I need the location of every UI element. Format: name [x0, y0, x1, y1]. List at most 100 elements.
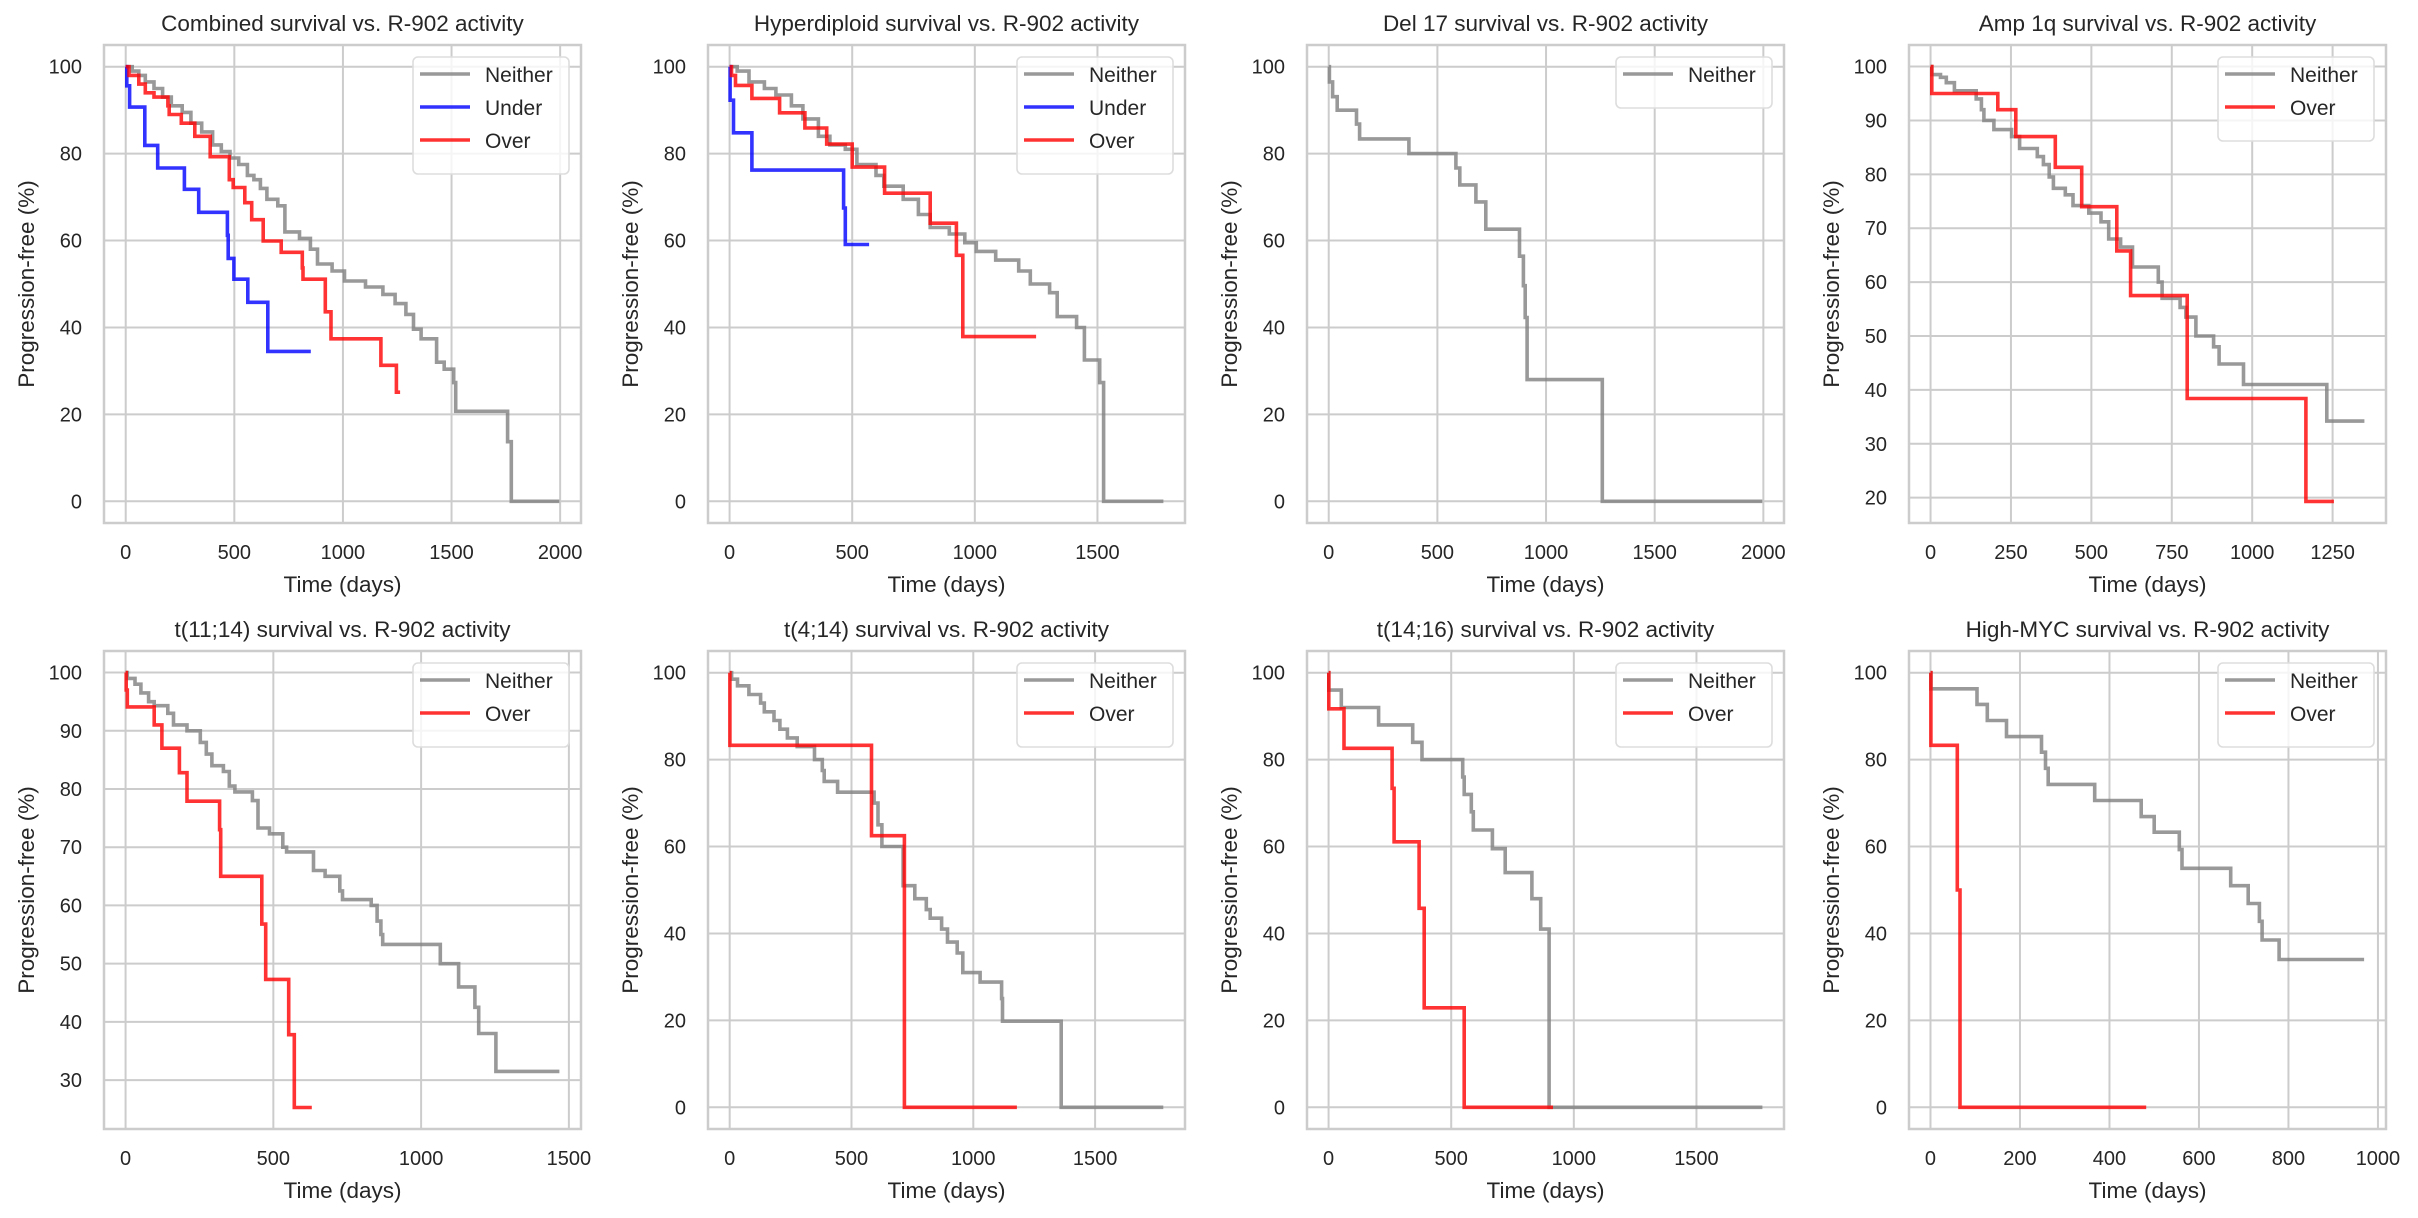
km-curve-over [1930, 64, 2334, 504]
x-axis-label: Time (days) [2089, 572, 2207, 597]
legend-box [2217, 662, 2375, 748]
x-tick-label: 400 [2093, 1148, 2126, 1170]
y-axis-label: Progression-free (%) [14, 180, 39, 388]
legend: Neither Under Over [1016, 56, 1174, 175]
legend: Neither Under Over [412, 56, 570, 175]
legend-box [412, 662, 570, 748]
x-tick-label: 500 [1435, 1148, 1468, 1170]
y-tick-label: 40 [60, 317, 82, 339]
y-tick-label: 100 [49, 663, 82, 685]
y-tick-label: 80 [664, 144, 686, 166]
y-tick-label: 80 [60, 144, 82, 166]
legend-label: Over [485, 130, 531, 153]
y-tick-label: 90 [1865, 110, 1887, 132]
legend-label: Over [485, 703, 531, 726]
y-tick-label: 100 [1854, 663, 1887, 685]
y-tick-label: 70 [1865, 218, 1887, 240]
legend-label: Neither [485, 64, 553, 87]
legend-box [412, 56, 570, 175]
x-tick-label: 200 [2003, 1148, 2036, 1170]
x-tick-label: 1000 [953, 542, 998, 564]
km-curve-over [729, 64, 1037, 339]
y-tick-label: 20 [1865, 1010, 1887, 1032]
y-tick-label: 20 [60, 404, 82, 426]
x-tick-label: 0 [1925, 542, 1936, 564]
legend: Neither [1615, 56, 1773, 109]
y-tick-label: 20 [664, 1010, 686, 1032]
legend-label: Over [1089, 703, 1135, 726]
km-curve-neither [729, 64, 1164, 504]
axes-frame [102, 43, 583, 525]
legend-box [2217, 56, 2375, 142]
x-tick-label: 600 [2182, 1148, 2215, 1170]
chart-title: Combined survival vs. R-902 activity [161, 11, 524, 36]
x-tick-label: 500 [836, 542, 869, 564]
x-tick-label: 1000 [1524, 542, 1569, 564]
gridlines [104, 651, 581, 1129]
x-tick-label: 500 [2075, 542, 2108, 564]
y-tick-label: 0 [675, 491, 686, 513]
km-curve-under [125, 64, 311, 354]
axes-frame [706, 649, 1187, 1131]
chart-panel: t(4;14) survival vs. R-902 activity 0 500 1… [618, 617, 1187, 1203]
legend-label: Over [2290, 703, 2336, 726]
y-tick-label: 80 [60, 779, 82, 801]
km-curve-over [125, 64, 401, 394]
x-tick-label: 1000 [2230, 542, 2275, 564]
chart-title: Hyperdiploid survival vs. R-902 activity [754, 11, 1140, 36]
x-tick-label: 500 [257, 1148, 290, 1170]
y-axis-label: Progression-free (%) [618, 180, 643, 388]
y-tick-label: 20 [1865, 488, 1887, 510]
y-tick-label: 60 [1263, 837, 1285, 859]
y-axis-label: Progression-free (%) [1217, 786, 1242, 994]
x-tick-label: 2000 [538, 542, 583, 564]
y-tick-label: 60 [60, 231, 82, 253]
x-tick-label: 500 [835, 1148, 868, 1170]
x-tick-label: 500 [1421, 542, 1454, 564]
y-tick-label: 0 [1876, 1097, 1887, 1119]
y-tick-label: 0 [71, 491, 82, 513]
km-curve-neither [1327, 670, 1763, 1110]
y-tick-label: 60 [664, 837, 686, 859]
y-tick-label: 50 [60, 954, 82, 976]
chart-title: t(11;14) survival vs. R-902 activity [175, 617, 512, 642]
y-tick-label: 40 [1263, 317, 1285, 339]
y-tick-label: 40 [1865, 923, 1887, 945]
y-tick-label: 20 [1263, 1010, 1285, 1032]
legend-label: Neither [1688, 670, 1756, 693]
y-tick-label: 0 [1274, 1097, 1285, 1119]
axes-frame [1305, 649, 1786, 1131]
x-axis-label: Time (days) [2089, 1178, 2207, 1203]
gridlines [1307, 45, 1784, 523]
y-tick-label: 60 [664, 231, 686, 253]
x-tick-label: 0 [1925, 1148, 1936, 1170]
legend-label: Neither [1688, 64, 1756, 87]
chart-panel: t(11;14) survival vs. R-902 activity 0 500… [14, 617, 591, 1203]
km-curve-neither [125, 64, 560, 504]
legend-label: Neither [1089, 670, 1157, 693]
y-tick-label: 80 [1865, 164, 1887, 186]
x-tick-label: 1500 [1075, 542, 1120, 564]
x-tick-label: 0 [120, 542, 131, 564]
km-curve-neither [125, 670, 560, 1074]
y-tick-label: 80 [664, 750, 686, 772]
y-tick-label: 60 [1865, 272, 1887, 294]
legend-label: Under [485, 97, 542, 120]
x-axis-label: Time (days) [284, 572, 402, 597]
y-axis-label: Progression-free (%) [1819, 786, 1844, 994]
km-curve-over [124, 670, 312, 1110]
x-axis-label: Time (days) [1487, 1178, 1605, 1203]
legend-label: Neither [1089, 64, 1157, 87]
y-tick-label: 100 [1252, 663, 1285, 685]
legend: Neither Over [2217, 662, 2375, 748]
y-tick-label: 100 [1854, 57, 1887, 79]
km-curve-under [728, 64, 870, 247]
x-tick-label: 0 [1323, 1148, 1334, 1170]
y-axis-label: Progression-free (%) [14, 786, 39, 994]
y-tick-label: 40 [60, 1012, 82, 1034]
km-curve-neither [1929, 670, 2365, 962]
y-tick-label: 0 [675, 1097, 686, 1119]
legend-label: Over [1688, 703, 1734, 726]
y-axis-label: Progression-free (%) [618, 786, 643, 994]
